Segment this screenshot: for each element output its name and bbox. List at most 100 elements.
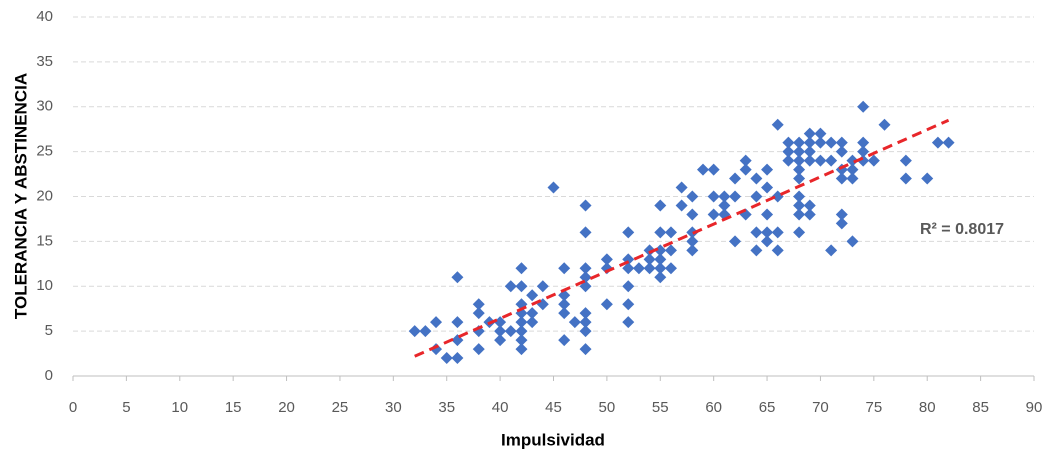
x-tick-label: 85 xyxy=(972,399,989,416)
y-tick-label: 25 xyxy=(36,143,53,160)
y-tick-label: 0 xyxy=(45,367,53,384)
point xyxy=(729,172,742,185)
point xyxy=(793,190,806,203)
point xyxy=(430,316,443,329)
point xyxy=(654,253,667,266)
point xyxy=(761,208,774,221)
point xyxy=(622,280,635,293)
point xyxy=(579,325,592,338)
point xyxy=(558,289,571,302)
point xyxy=(921,172,934,185)
point xyxy=(451,316,464,329)
y-tick-label: 20 xyxy=(36,187,53,204)
point xyxy=(526,316,539,329)
y-tick-label: 5 xyxy=(45,322,53,339)
point xyxy=(899,172,912,185)
point xyxy=(750,172,763,185)
x-tick-label: 80 xyxy=(919,399,936,416)
point xyxy=(558,334,571,347)
point xyxy=(803,136,816,149)
point xyxy=(632,262,645,275)
point xyxy=(654,262,667,275)
point xyxy=(622,226,635,239)
point xyxy=(793,208,806,221)
x-tick-label: 0 xyxy=(69,399,77,416)
point xyxy=(440,352,453,365)
point xyxy=(803,127,816,140)
point xyxy=(793,226,806,239)
point xyxy=(600,253,613,266)
point xyxy=(526,289,539,302)
point xyxy=(579,271,592,284)
point xyxy=(718,190,731,203)
point xyxy=(568,316,581,329)
point xyxy=(494,334,507,347)
y-tick-label: 30 xyxy=(36,98,53,115)
x-tick-label: 75 xyxy=(865,399,882,416)
point xyxy=(846,154,859,167)
x-tick-label: 30 xyxy=(385,399,402,416)
point xyxy=(931,136,944,149)
point xyxy=(622,316,635,329)
point xyxy=(771,226,784,239)
point xyxy=(750,244,763,257)
point xyxy=(857,154,870,167)
point xyxy=(739,163,752,176)
point xyxy=(579,316,592,329)
point xyxy=(793,136,806,149)
point xyxy=(857,145,870,158)
point xyxy=(707,163,720,176)
point xyxy=(504,325,517,338)
point xyxy=(515,262,528,275)
x-tick-label: 90 xyxy=(1026,399,1043,416)
point xyxy=(793,154,806,167)
point xyxy=(782,136,795,149)
point xyxy=(664,244,677,257)
point xyxy=(761,181,774,194)
point xyxy=(686,190,699,203)
point xyxy=(696,163,709,176)
point xyxy=(675,181,688,194)
point xyxy=(835,172,848,185)
point xyxy=(643,244,656,257)
point xyxy=(793,163,806,176)
x-tick-label: 20 xyxy=(278,399,295,416)
y-axis-title: TOLERANCIA Y ABSTINENCIA xyxy=(11,73,30,319)
y-tick-label: 10 xyxy=(36,277,53,294)
point xyxy=(729,235,742,248)
point xyxy=(558,298,571,311)
x-tick-label: 10 xyxy=(171,399,188,416)
point xyxy=(878,118,891,131)
point xyxy=(622,298,635,311)
point xyxy=(515,316,528,329)
point xyxy=(846,172,859,185)
point xyxy=(771,118,784,131)
point xyxy=(526,307,539,320)
point xyxy=(451,352,464,365)
x-tick-label: 25 xyxy=(332,399,349,416)
point xyxy=(664,226,677,239)
x-tick-label: 65 xyxy=(759,399,776,416)
x-tick-label: 60 xyxy=(705,399,722,416)
x-tick-label: 45 xyxy=(545,399,562,416)
point xyxy=(793,172,806,185)
point xyxy=(782,154,795,167)
point xyxy=(803,145,816,158)
point xyxy=(803,208,816,221)
point xyxy=(707,208,720,221)
point xyxy=(835,208,848,221)
point xyxy=(419,325,432,338)
point xyxy=(451,271,464,284)
point xyxy=(942,136,955,149)
point xyxy=(579,307,592,320)
x-tick-label: 35 xyxy=(438,399,455,416)
point xyxy=(504,280,517,293)
point xyxy=(408,325,421,338)
r-squared-label: R² = 0.8017 xyxy=(920,221,1004,238)
point xyxy=(494,316,507,329)
point xyxy=(558,262,571,275)
point xyxy=(761,163,774,176)
point xyxy=(814,154,827,167)
point xyxy=(825,244,838,257)
